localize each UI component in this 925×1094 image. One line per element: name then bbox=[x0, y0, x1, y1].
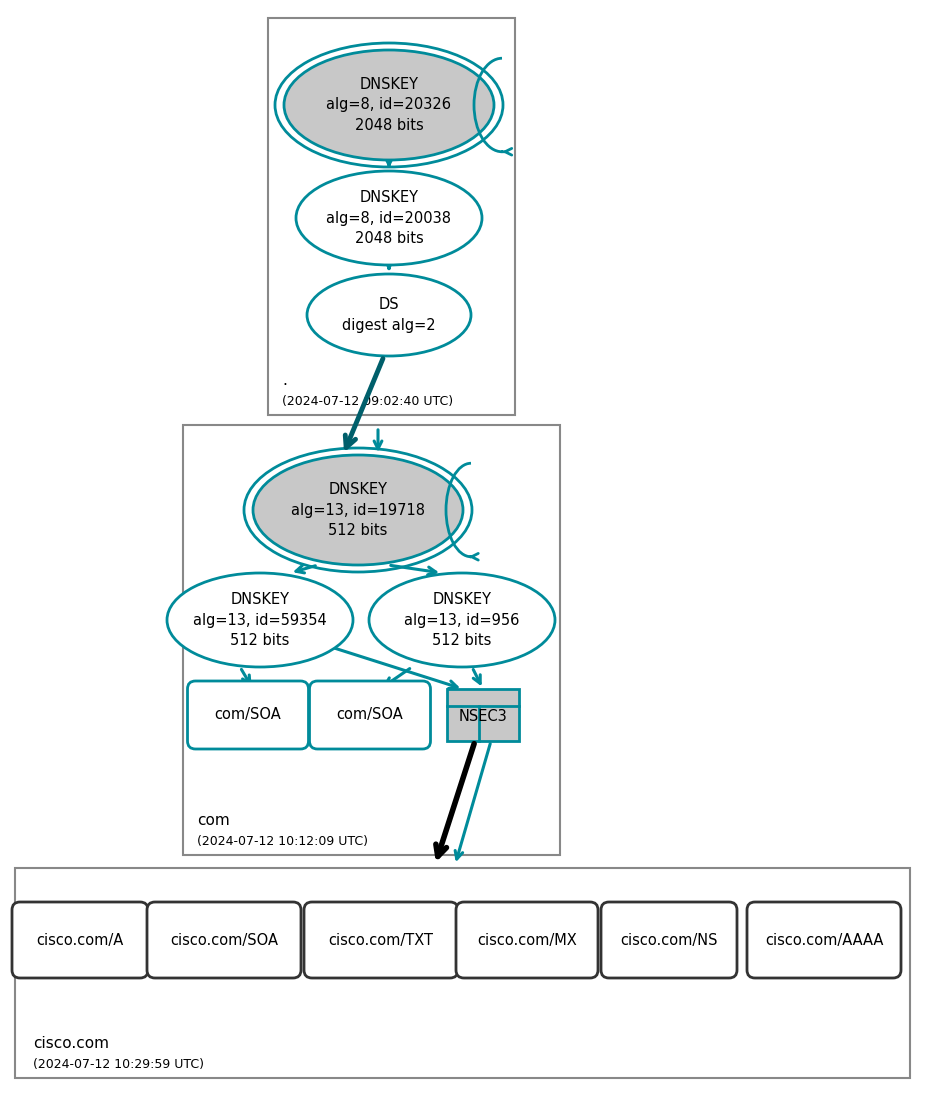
Text: cisco.com/AAAA: cisco.com/AAAA bbox=[765, 932, 883, 947]
Text: cisco.com/MX: cisco.com/MX bbox=[477, 932, 577, 947]
Ellipse shape bbox=[369, 573, 555, 667]
FancyBboxPatch shape bbox=[456, 901, 598, 978]
FancyBboxPatch shape bbox=[747, 901, 901, 978]
Text: DNSKEY
alg=8, id=20038
2048 bits: DNSKEY alg=8, id=20038 2048 bits bbox=[327, 190, 451, 246]
FancyBboxPatch shape bbox=[304, 901, 458, 978]
Text: com/SOA: com/SOA bbox=[337, 708, 403, 722]
Ellipse shape bbox=[307, 274, 471, 356]
Bar bbox=[268, 18, 515, 415]
FancyBboxPatch shape bbox=[147, 901, 301, 978]
Text: DNSKEY
alg=13, id=956
512 bits: DNSKEY alg=13, id=956 512 bits bbox=[404, 592, 520, 648]
Ellipse shape bbox=[167, 573, 353, 667]
FancyBboxPatch shape bbox=[188, 680, 309, 749]
Text: DNSKEY
alg=13, id=19718
512 bits: DNSKEY alg=13, id=19718 512 bits bbox=[291, 482, 425, 538]
Text: (2024-07-12 10:12:09 UTC): (2024-07-12 10:12:09 UTC) bbox=[197, 835, 368, 848]
Ellipse shape bbox=[253, 455, 463, 565]
Text: DNSKEY
alg=13, id=59354
512 bits: DNSKEY alg=13, id=59354 512 bits bbox=[193, 592, 327, 648]
Text: (2024-07-12 10:29:59 UTC): (2024-07-12 10:29:59 UTC) bbox=[33, 1058, 204, 1071]
Text: cisco.com/NS: cisco.com/NS bbox=[621, 932, 718, 947]
Text: DS
digest alg=2: DS digest alg=2 bbox=[342, 298, 436, 333]
Text: DNSKEY
alg=8, id=20326
2048 bits: DNSKEY alg=8, id=20326 2048 bits bbox=[327, 77, 451, 132]
Text: cisco.com/SOA: cisco.com/SOA bbox=[170, 932, 278, 947]
Text: cisco.com/TXT: cisco.com/TXT bbox=[328, 932, 434, 947]
Bar bbox=[183, 424, 560, 856]
Text: com/SOA: com/SOA bbox=[215, 708, 281, 722]
Text: NSEC3: NSEC3 bbox=[459, 709, 508, 724]
Text: cisco.com: cisco.com bbox=[33, 1036, 109, 1051]
FancyBboxPatch shape bbox=[12, 901, 148, 978]
Bar bbox=[15, 868, 910, 1078]
Text: cisco.com/A: cisco.com/A bbox=[36, 932, 124, 947]
Ellipse shape bbox=[296, 171, 482, 265]
Ellipse shape bbox=[284, 50, 494, 160]
FancyBboxPatch shape bbox=[310, 680, 430, 749]
FancyBboxPatch shape bbox=[601, 901, 737, 978]
Text: com: com bbox=[197, 813, 229, 828]
Text: .: . bbox=[282, 373, 287, 388]
Bar bbox=[447, 689, 519, 741]
Text: (2024-07-12 09:02:40 UTC): (2024-07-12 09:02:40 UTC) bbox=[282, 395, 453, 408]
